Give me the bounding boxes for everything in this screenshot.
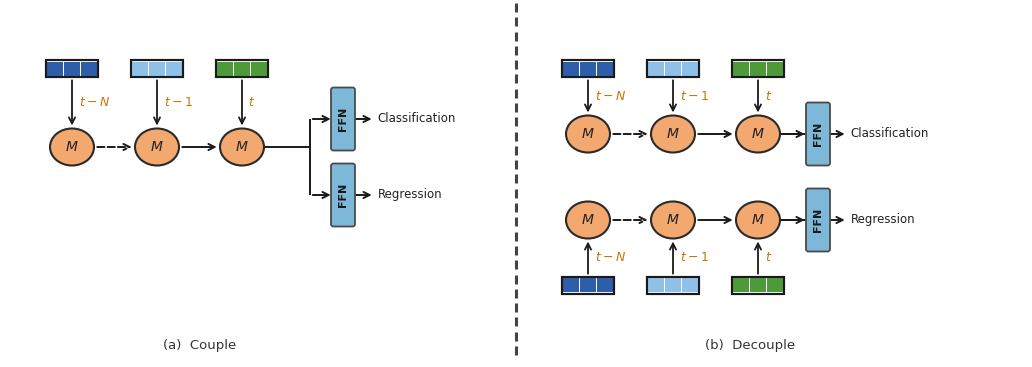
- Text: $t-N$: $t-N$: [595, 251, 626, 264]
- Text: $\mathit{M}$: $\mathit{M}$: [751, 127, 765, 141]
- Text: FFN: FFN: [338, 183, 348, 207]
- Bar: [233, 62, 251, 76]
- Text: $t-1$: $t-1$: [164, 97, 193, 109]
- Ellipse shape: [50, 128, 94, 166]
- Text: Regression: Regression: [850, 214, 915, 226]
- Bar: [131, 61, 183, 77]
- Text: $t-1$: $t-1$: [680, 251, 709, 264]
- Ellipse shape: [220, 128, 264, 166]
- Bar: [647, 276, 699, 294]
- Text: $t-1$: $t-1$: [680, 90, 709, 103]
- Bar: [166, 62, 183, 76]
- Bar: [252, 62, 268, 76]
- Text: $t$: $t$: [248, 97, 255, 109]
- Bar: [562, 62, 579, 76]
- FancyBboxPatch shape: [806, 102, 830, 166]
- Text: Classification: Classification: [850, 127, 929, 141]
- Bar: [682, 278, 699, 292]
- Bar: [149, 62, 165, 76]
- Bar: [682, 62, 699, 76]
- Bar: [46, 61, 98, 77]
- Bar: [216, 61, 268, 77]
- Bar: [732, 61, 784, 77]
- Text: $\mathit{M}$: $\mathit{M}$: [667, 213, 680, 227]
- Ellipse shape: [566, 201, 610, 239]
- Bar: [665, 62, 681, 76]
- Bar: [665, 278, 681, 292]
- Text: FFN: FFN: [813, 208, 823, 232]
- Text: FFN: FFN: [338, 107, 348, 131]
- FancyBboxPatch shape: [806, 189, 830, 251]
- Bar: [732, 62, 748, 76]
- Bar: [647, 276, 699, 294]
- Bar: [562, 61, 614, 77]
- Bar: [131, 61, 183, 77]
- Text: $t$: $t$: [765, 251, 772, 264]
- Bar: [647, 62, 664, 76]
- Bar: [46, 62, 63, 76]
- Text: FFN: FFN: [813, 122, 823, 146]
- Bar: [732, 276, 784, 294]
- Bar: [562, 276, 614, 294]
- Bar: [732, 61, 784, 77]
- Bar: [562, 276, 614, 294]
- Bar: [732, 276, 784, 294]
- Bar: [768, 278, 784, 292]
- FancyBboxPatch shape: [331, 87, 355, 150]
- Text: (b)  Decouple: (b) Decouple: [705, 338, 795, 352]
- Text: $t-N$: $t-N$: [79, 97, 110, 109]
- Bar: [64, 62, 80, 76]
- Bar: [562, 278, 579, 292]
- Text: Classification: Classification: [378, 113, 456, 126]
- Bar: [732, 278, 748, 292]
- Bar: [216, 62, 232, 76]
- Text: $\mathit{M}$: $\mathit{M}$: [667, 127, 680, 141]
- Text: $\mathit{M}$: $\mathit{M}$: [581, 213, 594, 227]
- Text: $t-N$: $t-N$: [595, 90, 626, 103]
- Bar: [562, 61, 614, 77]
- FancyBboxPatch shape: [331, 164, 355, 226]
- Bar: [647, 278, 664, 292]
- Ellipse shape: [135, 128, 179, 166]
- Ellipse shape: [651, 116, 695, 153]
- Bar: [749, 62, 767, 76]
- Text: $\mathit{M}$: $\mathit{M}$: [751, 213, 765, 227]
- Ellipse shape: [736, 201, 780, 239]
- Bar: [749, 278, 767, 292]
- Ellipse shape: [651, 201, 695, 239]
- Bar: [131, 62, 148, 76]
- Text: $t$: $t$: [765, 90, 772, 103]
- Bar: [580, 62, 596, 76]
- Bar: [768, 62, 784, 76]
- Bar: [598, 62, 614, 76]
- Bar: [647, 61, 699, 77]
- Text: $\mathit{M}$: $\mathit{M}$: [151, 140, 164, 154]
- Bar: [216, 61, 268, 77]
- Text: (a)  Couple: (a) Couple: [163, 338, 236, 352]
- Bar: [82, 62, 98, 76]
- Bar: [598, 278, 614, 292]
- Text: $\mathit{M}$: $\mathit{M}$: [235, 140, 249, 154]
- Ellipse shape: [736, 116, 780, 153]
- Text: $\mathit{M}$: $\mathit{M}$: [581, 127, 594, 141]
- Bar: [647, 61, 699, 77]
- Ellipse shape: [566, 116, 610, 153]
- Text: $\mathit{M}$: $\mathit{M}$: [65, 140, 78, 154]
- Text: Regression: Regression: [378, 189, 442, 201]
- Bar: [46, 61, 98, 77]
- Bar: [580, 278, 596, 292]
